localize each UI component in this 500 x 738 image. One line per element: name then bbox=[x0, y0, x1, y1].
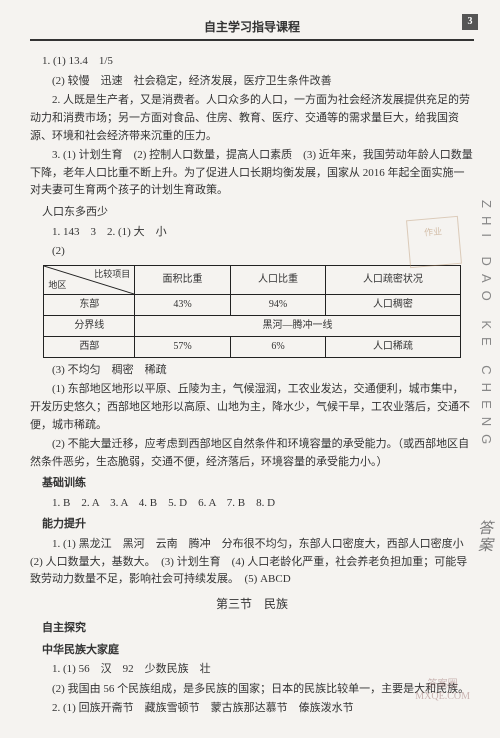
section-3-title: 第三节 民族 bbox=[30, 595, 474, 614]
table-col-2: 人口比重 bbox=[230, 265, 325, 294]
side-chinese: 答案 bbox=[472, 520, 496, 554]
block3-line1: (3) 不均匀 稠密 稀疏 bbox=[30, 362, 474, 380]
table-row: 东部 bbox=[44, 294, 135, 315]
header-title: 自主学习指导课程 bbox=[204, 20, 300, 34]
block1-line4: 3. (1) 计划生育 (2) 控制人口数量，提高人口素质 (3) 近年来，我国… bbox=[30, 147, 474, 200]
watermark-line2: MXQE.COM bbox=[415, 691, 470, 703]
watermark: 答案圈 MXQE.COM bbox=[415, 679, 470, 703]
stamp: 作业 bbox=[406, 216, 462, 268]
table-cell: 6% bbox=[230, 336, 325, 357]
block4-line1: 1. B 2. A 3. A 4. B 5. D 6. A 7. B 8. D bbox=[30, 495, 474, 513]
table-cell: 黑河—腾冲一线 bbox=[135, 315, 460, 336]
table-row: 分界线 bbox=[44, 315, 135, 336]
block4-title2: 能力提升 bbox=[42, 516, 474, 534]
side-pinyin: ZHI DAO KE CHENG bbox=[475, 200, 496, 452]
block1-line3: 2. 人既是生产者，又是消费者。人口众多的人口，一方面为社会经济发展提供充足的劳… bbox=[30, 92, 474, 145]
page-number: 3 bbox=[462, 14, 478, 30]
comparison-table: 比较项目 地区 面积比重 人口比重 人口疏密状况 东部 43% 94% 人口稠密… bbox=[43, 265, 460, 358]
table-cell: 43% bbox=[135, 294, 230, 315]
block2-title: 人口东多西少 bbox=[42, 204, 474, 222]
table-header-cols: 比较项目 bbox=[94, 267, 130, 281]
table-cell: 人口稠密 bbox=[326, 294, 460, 315]
table-col-1: 面积比重 bbox=[135, 265, 230, 294]
block3-line3: (2) 不能大量迁移，应考虑到西部地区自然条件和环境容量的承受能力。（或西部地区… bbox=[30, 436, 474, 471]
block3-line2: (1) 东部地区地形以平原、丘陵为主，气候湿润，工农业发达，交通便利，城市集中，… bbox=[30, 381, 474, 434]
block5-line1: 1. (1) 56 汉 92 少数民族 壮 bbox=[30, 661, 474, 679]
table-row: 西部 bbox=[44, 336, 135, 357]
table-col-3: 人口疏密状况 bbox=[326, 265, 460, 294]
table-diagonal-cell: 比较项目 地区 bbox=[44, 265, 135, 294]
block4-title1: 基础训练 bbox=[42, 475, 474, 493]
block5-line2: (2) 我国由 56 个民族组成，是多民族的国家；日本的民族比较单一，主要是大和… bbox=[30, 681, 474, 699]
table-cell: 94% bbox=[230, 294, 325, 315]
block4-line2: 1. (1) 黑龙江 黑河 云南 腾冲 分布很不均匀，东部人口密度大，西部人口密… bbox=[30, 536, 474, 589]
table-cell: 人口稀疏 bbox=[326, 336, 460, 357]
block1-line2: (2) 较慢 迅速 社会稳定，经济发展，医疗卫生条件改善 bbox=[30, 73, 474, 91]
table-header-rows: 地区 bbox=[48, 278, 66, 292]
block5-line3: 2. (1) 回族开斋节 藏族雪顿节 蒙古族那达慕节 傣族泼水节 bbox=[30, 700, 474, 718]
block1-line1: 1. (1) 13.4 1/5 bbox=[42, 53, 474, 71]
block5-title2: 中华民族大家庭 bbox=[42, 642, 474, 660]
watermark-line1: 答案圈 bbox=[415, 679, 470, 691]
block5-title1: 自主探究 bbox=[42, 620, 474, 638]
table-cell: 57% bbox=[135, 336, 230, 357]
